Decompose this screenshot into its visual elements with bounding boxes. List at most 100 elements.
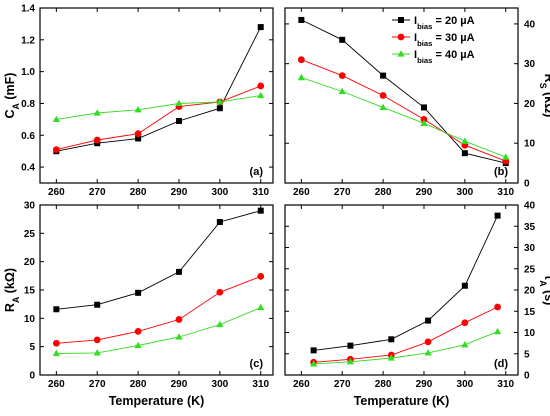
data-point xyxy=(52,115,60,122)
x-tick-label: 260 xyxy=(48,379,65,390)
data-point xyxy=(175,268,182,275)
series-line xyxy=(313,215,499,351)
x-tick-label: 280 xyxy=(130,379,147,390)
y-tick-label: 10 xyxy=(24,314,36,325)
data-point xyxy=(216,105,223,112)
series-triangle xyxy=(297,73,510,160)
y-tick-label: 30 xyxy=(524,59,536,70)
series-square xyxy=(53,207,264,313)
x-tick-label: 300 xyxy=(212,187,229,198)
x-tick-label: 300 xyxy=(212,379,229,390)
series-triangle xyxy=(52,91,265,122)
data-point xyxy=(388,336,395,343)
legend-marker xyxy=(397,33,405,41)
data-point xyxy=(493,327,502,335)
data-point xyxy=(461,319,469,327)
legend-marker xyxy=(398,17,404,23)
data-point xyxy=(420,119,428,126)
plot-frame xyxy=(39,7,274,184)
y-tick-label: 0 xyxy=(29,371,35,382)
data-point xyxy=(310,360,318,367)
data-point xyxy=(461,341,469,348)
data-point xyxy=(216,219,223,225)
series-line xyxy=(301,59,506,162)
data-point xyxy=(338,87,346,95)
series-line xyxy=(56,85,261,151)
y-tick-label: 40 xyxy=(524,19,536,30)
data-point xyxy=(424,349,432,356)
series-square xyxy=(298,16,509,167)
y-tick-label: 5 xyxy=(524,349,530,360)
panel-c: 260 270 280 290 300 310 0 5 10 15 20 25 30 RA (kΩ) Tem… xyxy=(3,201,274,408)
x-tick-label: 270 xyxy=(89,187,106,198)
data-point xyxy=(420,115,428,123)
data-point xyxy=(379,103,387,111)
y-tick-label: 0 xyxy=(524,179,530,190)
data-point xyxy=(93,336,101,344)
data-point xyxy=(502,153,510,160)
data-point xyxy=(297,56,305,64)
y-tick-label: 0.4 xyxy=(21,163,35,174)
data-point xyxy=(494,212,501,219)
series-line xyxy=(56,95,261,120)
panel-label: (d) xyxy=(494,358,508,370)
x-tick-label: 260 xyxy=(293,379,310,390)
data-point xyxy=(298,16,305,23)
y-axis-label: RS (kΩ) xyxy=(538,74,550,118)
y-tick-label: 10 xyxy=(524,328,536,339)
x-tick-label: 270 xyxy=(334,379,351,390)
y-axis-label: RA (kΩ) xyxy=(3,268,21,312)
y-tick-label: 10 xyxy=(524,139,536,150)
data-point xyxy=(94,301,101,308)
y-tick-label: 25 xyxy=(524,264,536,275)
data-point xyxy=(135,289,142,296)
data-point xyxy=(346,358,355,365)
data-point xyxy=(297,73,305,81)
x-tick-label: 300 xyxy=(457,187,474,198)
data-point xyxy=(424,338,432,346)
data-point xyxy=(257,82,265,90)
x-axis-label: Temperature (K) xyxy=(109,394,205,408)
data-point xyxy=(216,98,224,105)
data-point xyxy=(175,316,183,323)
series-line xyxy=(56,275,261,344)
y-tick-label: 15 xyxy=(24,286,36,297)
x-tick-label: 310 xyxy=(497,187,514,198)
data-point xyxy=(380,72,387,79)
x-tick-label: 260 xyxy=(293,187,310,198)
series-line xyxy=(313,306,498,363)
panel-d: 260 270 280 290 300 310 0 5 10 15 20 25 30 35 40 τA (s)… xyxy=(284,201,550,408)
data-point xyxy=(461,150,468,157)
data-point xyxy=(347,342,354,349)
x-tick-label: 290 xyxy=(416,187,433,198)
x-tick-label: 290 xyxy=(171,379,188,390)
panel-label: (b) xyxy=(494,166,508,178)
data-point xyxy=(216,288,224,296)
data-point xyxy=(135,135,142,142)
panel-a: 260 270 280 290 300 310 0.4 0.6 0.8 1.0 1.2 1.4 CA (… xyxy=(3,4,274,198)
data-point xyxy=(425,317,432,324)
series-circle xyxy=(297,56,510,165)
data-point xyxy=(134,327,142,335)
y-tick-label: 20 xyxy=(24,257,36,268)
data-point xyxy=(379,92,387,99)
series-line xyxy=(301,19,506,164)
plot-frame xyxy=(39,204,274,376)
legend-label: Ibias = 30 µA xyxy=(414,32,475,48)
x-tick-label: 260 xyxy=(48,187,65,198)
y-tick-label: 5 xyxy=(29,342,35,353)
data-point xyxy=(93,349,101,356)
data-point xyxy=(461,282,468,289)
y-tick-label: 30 xyxy=(524,243,536,254)
data-point xyxy=(93,109,101,116)
y-axis-label: τA (s) xyxy=(538,275,550,306)
y-tick-label: 1.0 xyxy=(21,67,35,78)
legend-marker xyxy=(397,50,405,57)
data-point xyxy=(257,207,264,214)
data-point xyxy=(53,306,60,313)
data-point xyxy=(93,136,101,144)
data-point xyxy=(257,303,265,311)
series-line xyxy=(301,77,506,158)
data-point xyxy=(52,146,60,153)
